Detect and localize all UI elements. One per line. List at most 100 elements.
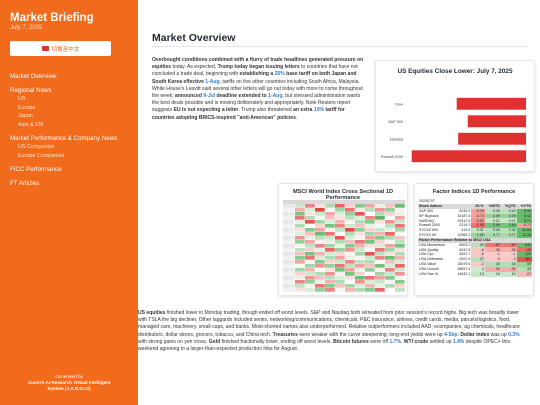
text-run: Dollar index (460, 331, 490, 338)
heatmap-cell (315, 240, 325, 244)
text-run: to countries that have not concluded a t… (152, 64, 358, 78)
heatmap-cell (325, 264, 335, 268)
heatmap-cell (375, 288, 385, 292)
table-cell: 4 (471, 266, 485, 272)
heatmap-cell (345, 272, 355, 276)
heatmap-row-label (283, 208, 295, 212)
sidebar-item-us[interactable]: US (18, 96, 26, 102)
heatmap-row-label (283, 280, 295, 284)
heatmap-cell (365, 224, 375, 228)
heatmap-cell (325, 284, 335, 288)
heatmap-cell (395, 288, 405, 292)
table-header-cell (452, 203, 472, 209)
heatmap-cell (385, 284, 395, 288)
heatmap-cell (295, 252, 305, 256)
heatmap-row-label (283, 224, 295, 228)
table-cell: 419.5 (461, 228, 471, 233)
text-run: were weaker with the curve steepening; l… (297, 331, 445, 338)
table-header-row: Stock Indices 1D % %MTD %QTD %YTD (418, 203, 532, 209)
heatmap-cell (355, 244, 365, 248)
heatmap-cell (315, 260, 325, 264)
heatmap-cell (335, 264, 345, 268)
heatmap-cell (315, 204, 325, 208)
heatmap-cell (375, 236, 385, 240)
heatmap-cell (305, 212, 315, 216)
sidebar-item-ficc-performance[interactable]: FICC Performance (10, 166, 62, 173)
language-toggle-button[interactable]: 切换至中文 (10, 41, 111, 56)
heatmap-cell (365, 260, 375, 264)
heatmap-cell (295, 232, 305, 236)
text-run: Bitcoin futures (333, 338, 369, 345)
heatmap-cell (385, 220, 395, 224)
table-cell: 15079.6 (457, 262, 471, 267)
table-cell: 6247.8 (459, 247, 471, 252)
table-cell: 33187.5 (457, 213, 471, 218)
heatmap-cell (325, 240, 335, 244)
category-label: Russell 2000 (381, 155, 403, 159)
heatmap-cell (365, 244, 375, 248)
heatmap-cell (335, 244, 345, 248)
heatmap-cell (295, 208, 305, 212)
heatmap-cell (385, 288, 395, 292)
heatmap-cell (365, 212, 375, 216)
table-cell: -6 (471, 247, 485, 253)
sidebar-item-europe[interactable]: Europe (18, 104, 36, 111)
table-cell: 1.69 (484, 223, 501, 229)
table-cell: 0.31 (471, 228, 485, 233)
table-cell: 129 (516, 252, 532, 258)
heatmap-cell (295, 216, 305, 220)
table-cell: 6.42 (516, 213, 532, 219)
sidebar-item-regional-news[interactable]: Regional News (10, 87, 52, 94)
sidebar-item-asia-em[interactable]: Asia & EM (18, 121, 44, 128)
table-row: USA Value 15079.6 -2 34 34 59 (418, 261, 532, 267)
heatmap-cell (335, 216, 345, 220)
heatmap-cell (295, 220, 305, 224)
heatmap-cell (365, 284, 375, 288)
table-cell: 6230.0 (459, 208, 471, 213)
heatmap-cell (305, 248, 315, 252)
table-row: S&P 500 6230.0 -0.79 0.40 0.40 5.92 (418, 208, 532, 214)
main-content: Market Overview Overbought conditions co… (138, 0, 540, 405)
factor-indices-title: Factor Indices 1D Performance (432, 189, 516, 195)
table-cell: -1 (484, 252, 501, 258)
table-row: STOXX 600 419.5 0.31 0.45 0.45 34.53 (418, 228, 532, 233)
heatmap-cell (355, 276, 365, 280)
heatmap-cell (325, 272, 335, 276)
heatmap-cell (335, 204, 345, 208)
table-cell: 20412.5 (457, 218, 471, 223)
heatmap-cell (315, 236, 325, 240)
text-run: today. As expected, (171, 64, 218, 71)
sidebar-item-market-overview[interactable]: Market Overview (10, 73, 57, 80)
sidebar-item-market-performance-company-news[interactable]: Market Performance & Company News (10, 135, 118, 142)
heatmap-cell (305, 220, 315, 224)
factor-indices-table: 20250707 Stock Indices 1D % %MTD %QTD %YTD S&P… (418, 199, 532, 277)
sidebar-item-japan[interactable]: Japan (18, 113, 33, 119)
heatmap-cell (325, 260, 335, 264)
table-section-title: Factor Performance Relative to MSCI USA (418, 237, 532, 243)
sidebar-item-ft-articles[interactable]: FT Articles (10, 180, 40, 187)
text-run: deadline extended to (215, 93, 269, 100)
sidebar-item-us-companies[interactable]: US Companies (18, 144, 55, 150)
heatmap-cell (385, 212, 395, 216)
heatmap-cell (295, 272, 305, 276)
category-label: Dow (395, 102, 403, 106)
heatmap-cell (325, 276, 335, 280)
sidebar-item-europe-companies[interactable]: Europe Companies (18, 152, 65, 159)
heatmap-cell (355, 272, 365, 276)
heatmap-header (283, 200, 405, 204)
us-equities-chart-card: US Equities Close Lower: July 7, 2025 Do… (375, 60, 535, 172)
heatmap-cell (375, 224, 385, 228)
text-run: an extra (293, 107, 314, 114)
table-cell: S&P 500 (419, 208, 434, 213)
heatmap-row-label (283, 204, 295, 208)
heatmap-cell (365, 280, 375, 284)
intro-paragraph: Overbought conditions combined with a fl… (152, 57, 365, 122)
heatmap-cell (355, 284, 365, 288)
heatmap-cell (335, 284, 345, 288)
heatmap-cell (305, 208, 315, 212)
text-run: tariff for countries adopting BRICS-insp… (152, 107, 345, 121)
heatmap-cell (395, 268, 405, 272)
text-run: Treasuries (272, 331, 298, 338)
heatmap-cell (365, 256, 375, 260)
table-cell: -87 (500, 242, 517, 248)
